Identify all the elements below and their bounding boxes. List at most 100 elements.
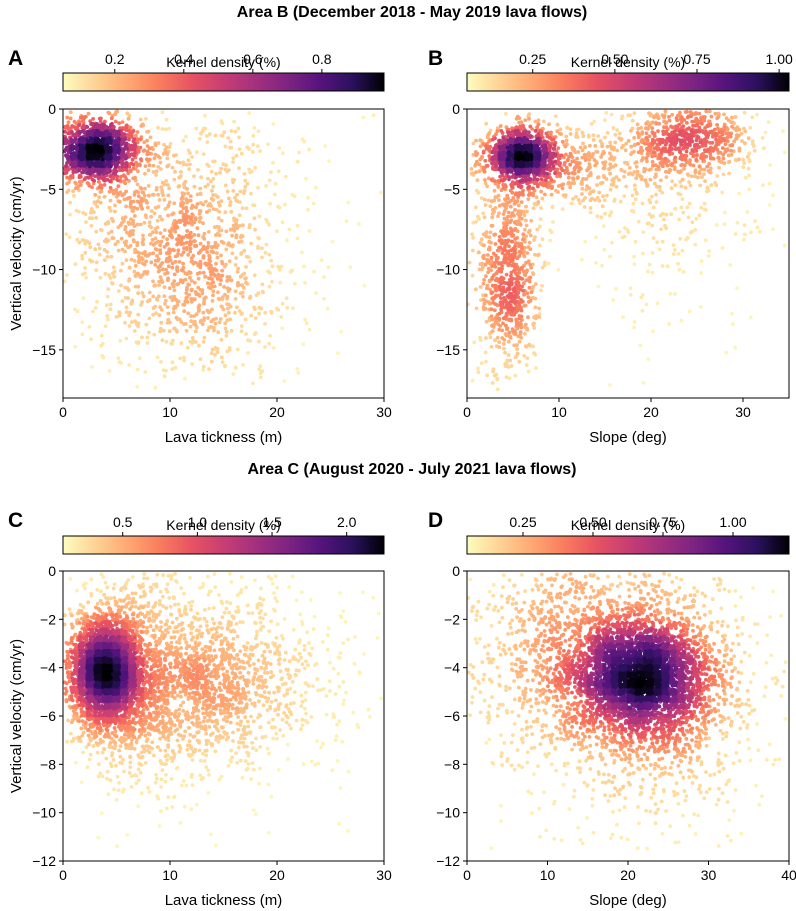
scatter-point (207, 276, 211, 281)
scatter-point (285, 305, 290, 310)
scatter-point (105, 317, 110, 322)
scatter-point (556, 268, 561, 272)
scatter-point (104, 303, 109, 308)
scatter-point (635, 173, 640, 177)
scatter-point (724, 131, 728, 136)
scatter-point (187, 167, 192, 171)
scatter-point (242, 286, 246, 290)
scatter-point (537, 312, 542, 316)
scatter-point (624, 160, 629, 165)
scatter-point (102, 258, 107, 262)
scatter-point (93, 247, 98, 252)
scatter-point (126, 137, 131, 142)
scatter-point (203, 274, 208, 279)
scatter-point (484, 144, 488, 149)
scatter-point (162, 245, 167, 249)
scatter-point (486, 253, 490, 257)
scatter-point (665, 264, 670, 269)
scatter-point (643, 178, 648, 183)
scatter-point (145, 341, 150, 345)
scatter-point (224, 262, 228, 267)
scatter-point (714, 144, 718, 148)
scatter-point (125, 146, 129, 151)
scatter-point (720, 130, 724, 135)
scatter-point (697, 213, 702, 218)
scatter-point (537, 306, 541, 311)
scatter-point (687, 180, 691, 185)
scatter-point (490, 329, 495, 333)
scatter-point (725, 148, 730, 153)
scatter-point (192, 184, 197, 189)
scatter-point (231, 156, 236, 161)
scatter-point (537, 167, 541, 172)
scatter-point (120, 131, 124, 136)
scatter-point (189, 299, 194, 304)
scatter-point (524, 204, 528, 209)
scatter-point (65, 273, 69, 277)
scatter-point (138, 137, 143, 142)
scatter-point (190, 155, 195, 159)
scatter-point (548, 238, 552, 243)
scatter-point (242, 172, 247, 176)
scatter-point (489, 223, 494, 228)
scatter-point (231, 180, 236, 185)
scatter-point (501, 136, 506, 141)
scatter-point (158, 248, 163, 253)
scatter-point (198, 259, 203, 264)
scatter-point (516, 276, 521, 281)
scatter-point (183, 299, 188, 304)
scatter-point (135, 250, 140, 255)
scatter-point (737, 127, 742, 132)
scatter-point (67, 235, 72, 240)
scatter-point (503, 350, 507, 355)
scatter-point (88, 131, 92, 135)
scatter-point (702, 118, 707, 123)
scatter-point (605, 131, 610, 135)
scatter-point (684, 149, 689, 154)
scatter-point (713, 181, 717, 185)
scatter-point (540, 284, 545, 288)
scatter-point (106, 138, 111, 143)
scatter-point (645, 138, 650, 143)
scatter-point (517, 249, 522, 254)
scatter-point (481, 281, 486, 286)
scatter-point (522, 213, 527, 218)
scatter-point (742, 237, 746, 242)
scatter-point (110, 217, 114, 221)
scatter-point (545, 172, 550, 176)
scatter-point (229, 328, 234, 333)
scatter-point (152, 211, 157, 216)
scatter-point (127, 113, 132, 118)
scatter-point (200, 247, 205, 251)
scatter-point (285, 238, 289, 243)
scatter-point (142, 140, 147, 145)
scatter-point (644, 131, 649, 136)
scatter-point (678, 236, 683, 241)
scatter-point (165, 321, 170, 325)
scatter-point (153, 205, 158, 210)
scatter-point (283, 174, 288, 179)
scatter-point (81, 116, 86, 121)
scatter-point (118, 338, 123, 343)
scatter-point (174, 315, 179, 320)
scatter-point (243, 317, 248, 322)
scatter-point (522, 292, 526, 297)
scatter-point (218, 282, 223, 287)
scatter-point (536, 136, 540, 141)
scatter-point (141, 242, 146, 247)
scatter-point (172, 177, 177, 182)
scatter-point (689, 129, 694, 134)
scatter-point (63, 279, 67, 284)
scatter-point (113, 164, 118, 169)
scatter-point (136, 150, 141, 154)
scatter-point (264, 242, 269, 247)
scatter-point (601, 194, 605, 199)
scatter-point (505, 358, 510, 363)
scatter-point (233, 195, 237, 200)
scatter-point (518, 222, 523, 227)
scatter-point (292, 281, 297, 286)
scatter-point (95, 299, 99, 304)
scatter-point (155, 218, 160, 223)
scatter-point (68, 200, 72, 205)
scatter-point (156, 154, 161, 159)
